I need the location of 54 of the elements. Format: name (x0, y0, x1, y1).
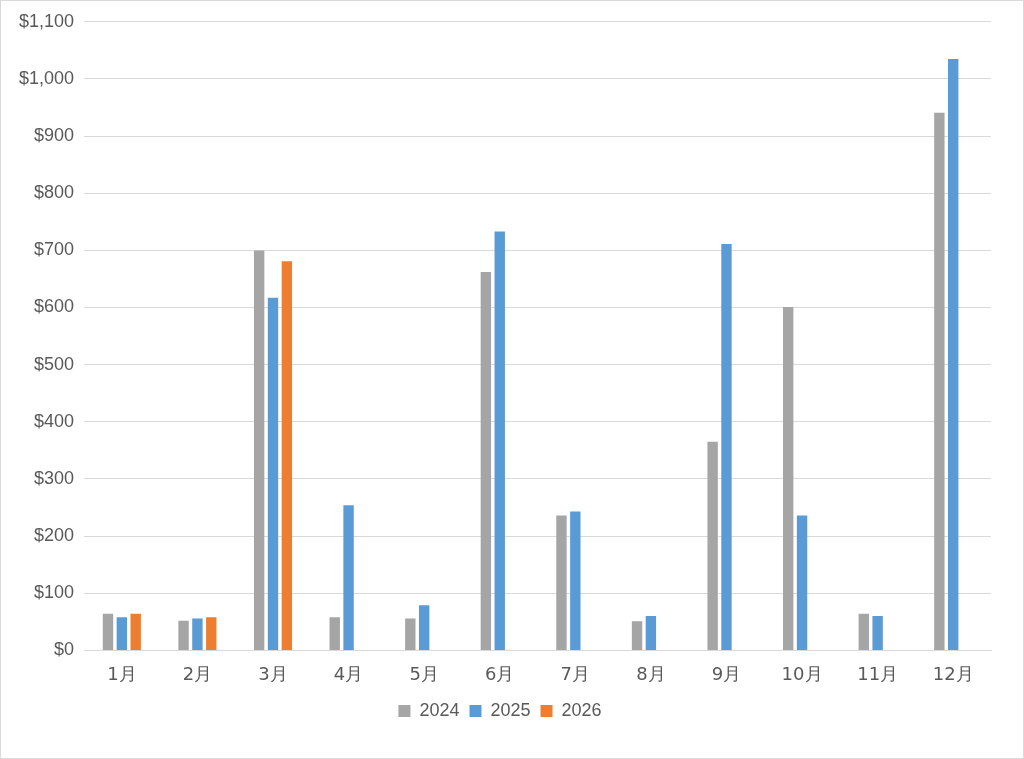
bar (783, 306, 794, 650)
bar (253, 250, 265, 650)
x-tick-label: 3月 (258, 662, 288, 684)
bar (192, 618, 203, 650)
bar (858, 613, 869, 650)
legend-label: 2025 (490, 699, 531, 720)
bar (178, 620, 189, 650)
x-tick-label: 9月 (711, 662, 742, 684)
x-tick-label: 4月 (333, 662, 364, 684)
x-tick-label: 11月 (857, 662, 899, 684)
bar (329, 617, 340, 650)
bar (343, 505, 354, 650)
y-tick-label: $600 (34, 296, 75, 317)
legend-label: 2026 (561, 699, 602, 720)
y-tick-label: $100 (34, 582, 75, 603)
x-tick-label: 10月 (781, 662, 823, 684)
bar (556, 515, 567, 650)
y-tick-label: $1,000 (18, 67, 75, 88)
bar (872, 616, 883, 650)
bar (405, 618, 416, 650)
y-tick-label: $900 (34, 125, 75, 146)
bar (645, 616, 657, 650)
y-tick-label: $0 (54, 639, 75, 660)
x-tick-label: 5月 (409, 662, 439, 684)
bar (267, 297, 279, 650)
bar (281, 261, 293, 650)
bar (480, 272, 492, 650)
bar (631, 621, 643, 650)
bar (934, 112, 945, 650)
bar (707, 441, 718, 650)
bar (130, 613, 141, 650)
bar (102, 613, 114, 650)
x-tick-label: 8月 (636, 662, 666, 684)
bar (418, 605, 430, 650)
x-tick-label: 1月 (107, 662, 137, 684)
x-tick-label: 6月 (485, 662, 515, 684)
y-tick-label: $1,100 (18, 10, 75, 31)
y-tick-label: $800 (34, 182, 75, 203)
bar (948, 58, 959, 650)
x-tick-label: 12月 (932, 662, 974, 684)
bar (494, 231, 505, 650)
y-tick-label: $500 (34, 353, 75, 374)
legend-label: 2024 (419, 699, 460, 720)
bar (721, 244, 732, 650)
y-tick-label: $300 (34, 467, 75, 488)
x-tick-label: 2月 (182, 662, 213, 684)
x-tick-label: 7月 (560, 662, 591, 684)
bar (116, 617, 128, 650)
y-tick-label: $200 (34, 525, 75, 546)
bar (206, 617, 217, 650)
bar (570, 511, 581, 650)
bar (796, 515, 808, 650)
y-tick-label: $700 (34, 239, 75, 260)
y-tick-label: $400 (34, 410, 75, 431)
